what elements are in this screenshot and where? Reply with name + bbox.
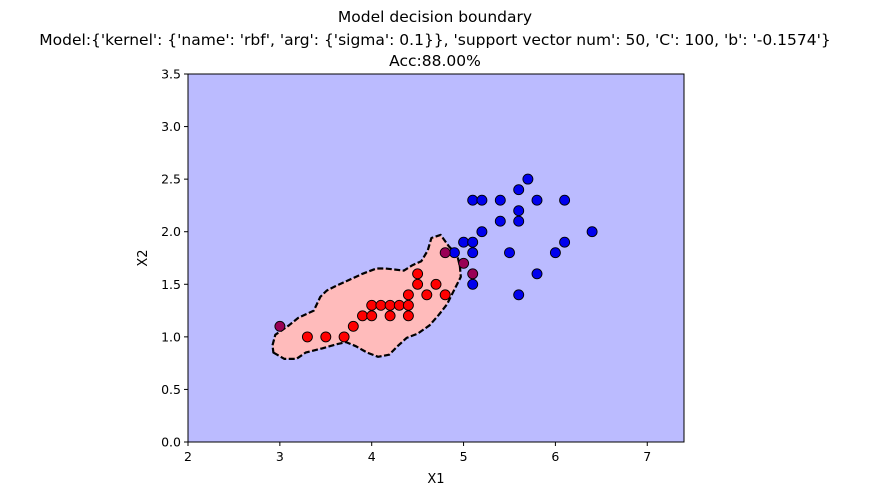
x-tick-label: 3 (276, 449, 284, 464)
data-point-class-a-4 (357, 310, 368, 322)
data-point-class-b-12 (513, 215, 525, 227)
data-point-class-b-4 (467, 236, 479, 248)
data-point-class-b-2 (467, 278, 479, 290)
data-point-class-b-5 (467, 194, 479, 206)
data-point-class-misclassified-1 (439, 247, 451, 259)
data-point-class-b-21 (586, 226, 598, 238)
plot-frame (187, 73, 685, 443)
x-tick-label: 4 (368, 449, 376, 464)
data-point-class-b-10 (504, 247, 515, 259)
y-axis-ticks: 0.0 0.5 1.0 1.5 2.0 2.5 3.0 3.5 (161, 67, 188, 450)
data-point-class-a-3 (347, 320, 359, 332)
chart-accuracy: Acc:88.00% (389, 52, 481, 70)
data-point-class-b-13 (513, 205, 525, 217)
y-tick-label: 3.5 (161, 67, 181, 82)
y-tick-label: 2.0 (161, 224, 181, 239)
data-point-class-a-17 (430, 278, 442, 290)
data-point-class-b-19 (559, 236, 571, 248)
data-point-class-a-15 (412, 268, 424, 280)
x-tick-label: 7 (643, 449, 651, 464)
x-axis-label: X1 (427, 472, 444, 487)
y-tick-label: 3.0 (161, 119, 181, 134)
data-point-class-a-8 (384, 310, 396, 322)
data-point-class-b-0 (448, 247, 460, 259)
y-tick-label: 2.5 (161, 172, 181, 187)
data-point-class-a-16 (421, 289, 433, 301)
data-point-class-a-0 (301, 331, 313, 343)
data-point-class-b-15 (522, 173, 534, 185)
y-tick-label: 1.0 (161, 329, 181, 344)
data-points (274, 173, 598, 343)
class-a-region (272, 234, 461, 359)
data-point-class-a-14 (412, 278, 424, 290)
chart-title: Model decision boundary (337, 8, 533, 26)
data-point-class-a-11 (402, 310, 414, 322)
data-point-class-a-6 (366, 299, 378, 311)
data-point-class-a-9 (384, 299, 396, 311)
data-point-class-b-18 (549, 247, 561, 259)
data-point-class-b-14 (513, 184, 525, 196)
y-tick-label: 1.5 (161, 277, 181, 292)
y-axis-label: X2 (136, 249, 151, 266)
x-tick-label: 2 (184, 449, 192, 464)
x-axis-ticks: 2 3 4 5 6 7 (184, 442, 651, 464)
data-point-class-a-13 (402, 289, 414, 301)
data-point-class-a-2 (338, 331, 350, 343)
data-point-class-b-6 (476, 226, 488, 238)
data-point-class-b-3 (467, 247, 479, 259)
chart-model-params: Model:{'kernel': {'name': 'rbf', 'arg': … (39, 31, 831, 49)
x-tick-label: 5 (460, 449, 468, 464)
data-point-class-b-11 (513, 289, 525, 301)
data-point-class-b-17 (531, 194, 543, 206)
y-tick-label: 0.0 (161, 435, 181, 450)
data-point-class-b-1 (458, 236, 470, 248)
data-point-class-misclassified-0 (274, 320, 286, 332)
data-point-class-misclassified-3 (467, 268, 479, 280)
data-point-class-a-10 (393, 299, 405, 311)
data-point-class-misclassified-2 (458, 257, 470, 269)
data-point-class-a-5 (366, 310, 378, 322)
data-point-class-b-8 (494, 215, 506, 227)
data-point-class-b-20 (559, 194, 571, 206)
y-tick-label: 0.5 (161, 382, 181, 397)
data-point-class-a-1 (320, 331, 332, 343)
x-tick-label: 6 (551, 449, 559, 464)
data-point-class-a-12 (402, 299, 414, 311)
data-point-class-b-16 (531, 268, 543, 280)
data-point-class-a-18 (439, 289, 451, 301)
data-point-class-b-7 (476, 194, 488, 206)
data-point-class-a-7 (375, 299, 387, 311)
data-point-class-b-9 (494, 194, 506, 206)
